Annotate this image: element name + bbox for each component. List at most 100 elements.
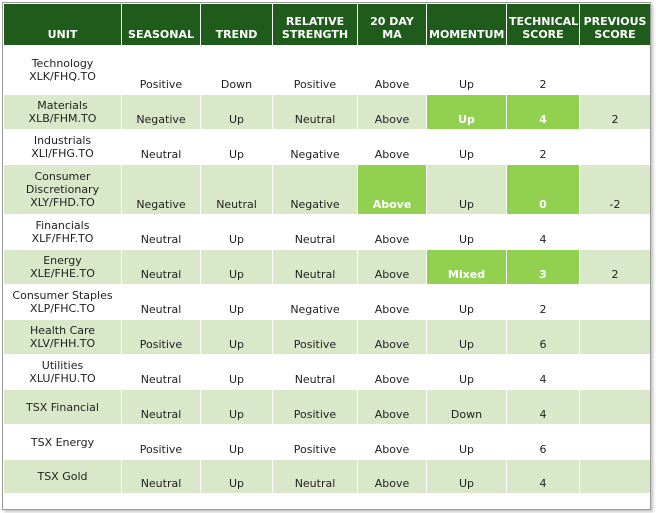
unit-line: XLU/FHU.TO	[29, 372, 96, 385]
seasonal-cell: Neutral	[121, 459, 201, 494]
technical-score-cell: 3	[506, 249, 580, 285]
table-row: Consumer Discretionary XLY/FHD.TO Negative N…	[3, 164, 650, 215]
table-row: Consumer Staples XLP/FHC.TO Neutral Up Negat…	[3, 284, 650, 320]
unit-line: TSX Financial	[26, 400, 99, 414]
trend-cell: Up	[200, 129, 273, 165]
momentum-cell: Down	[426, 389, 507, 425]
unit-line: XLY/FHD.TO	[30, 196, 95, 209]
unit-line: XLE/FHE.TO	[30, 267, 95, 280]
trend-cell: Up	[200, 249, 273, 285]
relative-strength-cell: Negative	[272, 284, 358, 320]
unit-line: XLB/FHM.TO	[28, 112, 97, 125]
seasonal-cell: Positive	[121, 424, 201, 460]
ma20-cell: Above	[357, 354, 427, 390]
unit-line: XLF/FHF.TO	[31, 232, 94, 245]
unit-line: Utilities	[41, 359, 84, 372]
ma20-cell: Above	[357, 424, 427, 460]
table-row: Health Care XLV/FHH.TO Positive Up Positive A…	[3, 319, 650, 355]
previous-score-cell	[579, 214, 650, 250]
trend-cell: Up	[200, 389, 273, 425]
unit-cell: Utilities XLU/FHU.TO	[3, 354, 122, 390]
table-row: TSX Energy Positive Up Positive Above Up 6	[3, 424, 650, 460]
trend-cell: Up	[200, 319, 273, 355]
technical-score-cell: 0	[506, 164, 580, 215]
unit-line: Energy	[43, 254, 82, 267]
relative-strength-cell: Neutral	[272, 249, 358, 285]
unit-line: XLI/FHG.TO	[31, 147, 94, 160]
ma20-cell: Above	[357, 319, 427, 355]
ma20-cell: Above	[357, 389, 427, 425]
unit-line: TSX Gold	[37, 470, 88, 483]
relative-strength-cell: Neutral	[272, 354, 358, 390]
unit-line: TSX Energy	[30, 435, 95, 449]
ma20-cell: Above	[357, 284, 427, 320]
ma20-cell: Above	[357, 214, 427, 250]
table-row: Technology XLK/FHQ.TO Positive Down Positive…	[3, 45, 650, 95]
trend-cell: Up	[200, 94, 273, 130]
seasonal-cell: Negative	[121, 94, 201, 130]
seasonal-cell: Neutral	[121, 354, 201, 390]
relative-strength-cell: Neutral	[272, 94, 358, 130]
technical-score-cell: 4	[506, 389, 580, 425]
technical-score-cell: 2	[506, 129, 580, 165]
seasonal-cell: Neutral	[121, 249, 201, 285]
relative-strength-cell: Positive	[272, 319, 358, 355]
technical-score-cell: 4	[506, 94, 580, 130]
relative-strength-cell: Negative	[272, 129, 358, 165]
relative-strength-cell: Neutral	[272, 459, 358, 494]
momentum-cell: Mixed	[426, 249, 507, 285]
momentum-cell: Up	[426, 319, 507, 355]
relative-strength-cell: Positive	[272, 45, 358, 95]
table-row: Financials XLF/FHF.TO Neutral Up Neutral Abov…	[3, 214, 650, 250]
previous-score-cell	[579, 354, 650, 390]
trend-cell: Up	[200, 424, 273, 460]
trend-cell: Up	[200, 284, 273, 320]
unit-line: Materials	[37, 99, 88, 112]
relative-strength-cell: Positive	[272, 389, 358, 425]
previous-score-cell	[579, 389, 650, 425]
header-trend: TREND	[200, 3, 273, 46]
table-row: Industrials XLI/FHG.TO Neutral Up Negative Ab…	[3, 129, 650, 165]
previous-score-cell: -2	[579, 164, 650, 215]
previous-score-cell	[579, 319, 650, 355]
unit-cell: TSX Gold	[3, 459, 122, 494]
seasonal-cell: Neutral	[121, 129, 201, 165]
momentum-cell: Up	[426, 214, 507, 250]
table-row: Utilities XLU/FHU.TO Neutral Up Neutral Above…	[3, 354, 650, 390]
unit-line: Technology	[31, 57, 94, 70]
unit-line: XLV/FHH.TO	[29, 337, 96, 350]
trend-cell: Up	[200, 214, 273, 250]
ma20-cell: Above	[357, 249, 427, 285]
momentum-cell: Up	[426, 45, 507, 95]
seasonal-cell: Positive	[121, 319, 201, 355]
header-row: UNIT SEASONAL TREND RELATIVE STRENGTH 20 …	[3, 3, 650, 46]
unit-line: XLK/FHQ.TO	[29, 70, 96, 83]
unit-line: Consumer	[34, 170, 91, 183]
momentum-cell: Up	[426, 94, 507, 130]
header-previous-score: PREVIOUS SCORE	[579, 3, 650, 46]
ma20-cell: Above	[357, 129, 427, 165]
technical-score-cell: 4	[506, 214, 580, 250]
technical-score-cell: 6	[506, 424, 580, 460]
previous-score-cell: 2	[579, 249, 650, 285]
trend-cell: Up	[200, 459, 273, 494]
momentum-cell: Up	[426, 164, 507, 215]
unit-line: Industrials	[33, 134, 92, 147]
unit-cell: Materials XLB/FHM.TO	[3, 94, 122, 130]
ma20-cell: Above	[357, 459, 427, 494]
unit-line: Consumer Staples	[12, 289, 113, 302]
momentum-cell: Up	[426, 129, 507, 165]
seasonal-cell: Neutral	[121, 214, 201, 250]
unit-line: Financials	[35, 219, 90, 232]
technical-score-cell: 4	[506, 354, 580, 390]
relative-strength-cell: Negative	[272, 164, 358, 215]
technical-score-cell: 6	[506, 319, 580, 355]
unit-line: Health Care	[29, 324, 96, 337]
seasonal-cell: Neutral	[121, 284, 201, 320]
unit-cell: Technology XLK/FHQ.TO	[3, 45, 122, 95]
header-seasonal: SEASONAL	[121, 3, 201, 46]
table-row: Energy XLE/FHE.TO Neutral Up Neutral Above Mix…	[3, 249, 650, 285]
table-row: TSX Financial Neutral Up Positive Above Down 4	[3, 389, 650, 425]
seasonal-cell: Neutral	[121, 389, 201, 425]
score-table-frame: UNIT SEASONAL TREND RELATIVE STRENGTH 20 …	[2, 2, 651, 510]
